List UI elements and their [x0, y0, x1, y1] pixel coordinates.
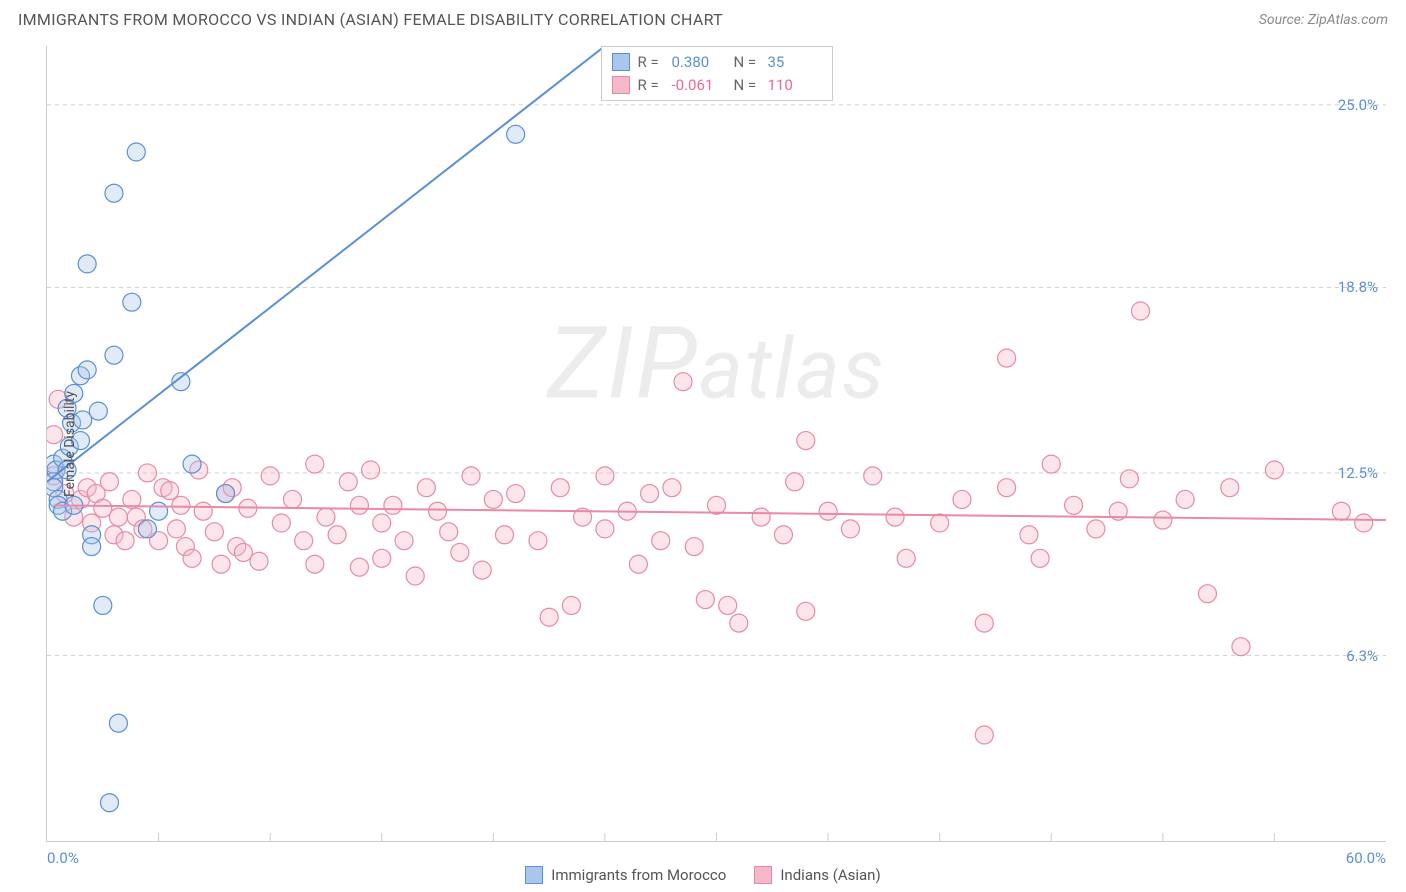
x-axis-max-label: 60.0%	[1346, 849, 1386, 867]
stats-legend-box: R = 0.380 N = 35 R = -0.061 N = 110	[601, 46, 833, 101]
stat-n-label: N =	[734, 74, 760, 97]
x-axis-min-label: 0.0%	[47, 849, 79, 867]
y-axis-label: Female Disability	[62, 391, 78, 497]
stat-n-label: N =	[734, 51, 760, 74]
chart-area: ZIPatlas Female Disability 6.3%12.5%18.8…	[46, 46, 1386, 842]
stat-n-value-0: 35	[768, 51, 822, 74]
swatch-series-1	[612, 76, 630, 94]
legend-swatch-1	[754, 866, 772, 884]
y-tick-label: 18.8%	[1338, 278, 1378, 296]
legend-item-1: Indians (Asian)	[754, 866, 880, 884]
y-tick-label: 6.3%	[1346, 647, 1378, 665]
y-tick-label: 25.0%	[1338, 96, 1378, 114]
stats-row-series-0: R = 0.380 N = 35	[612, 51, 822, 74]
legend-swatch-0	[525, 866, 543, 884]
chart-header: IMMIGRANTS FROM MOROCCO VS INDIAN (ASIAN…	[0, 0, 1406, 35]
legend-label-1: Indians (Asian)	[780, 866, 880, 884]
stats-row-series-1: R = -0.061 N = 110	[612, 74, 822, 97]
swatch-series-0	[612, 53, 630, 71]
chart-source: Source: ZipAtlas.com	[1259, 12, 1388, 28]
bottom-legend: Immigrants from Morocco Indians (Asian)	[0, 866, 1406, 884]
stat-n-value-1: 110	[768, 74, 822, 97]
scatter-plot	[47, 46, 1386, 841]
y-tick-label: 12.5%	[1338, 464, 1378, 482]
stat-r-value-1: -0.061	[672, 74, 726, 97]
stat-r-label: R =	[638, 51, 664, 74]
stat-r-label: R =	[638, 74, 664, 97]
chart-title: IMMIGRANTS FROM MOROCCO VS INDIAN (ASIAN…	[18, 10, 723, 29]
legend-label-0: Immigrants from Morocco	[551, 866, 726, 884]
legend-item-0: Immigrants from Morocco	[525, 866, 726, 884]
stat-r-value-0: 0.380	[672, 51, 726, 74]
